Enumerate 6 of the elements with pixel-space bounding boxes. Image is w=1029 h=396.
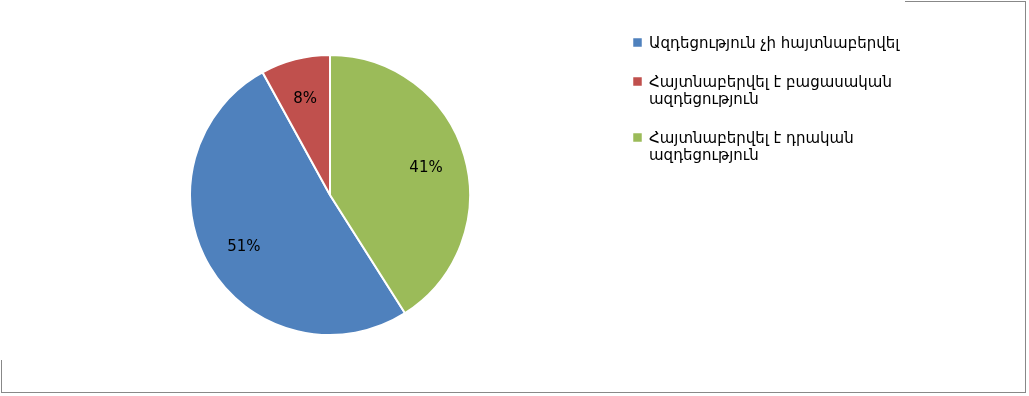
legend-label: Հայտնաբերվել է բացասական ազդեցություն bbox=[649, 72, 892, 108]
data-label: 51% bbox=[227, 236, 261, 255]
legend-label: Ազդեցություն չի հայտնաբերվել bbox=[649, 33, 901, 52]
data-label: 41% bbox=[409, 158, 443, 177]
legend-label: Հայտնաբերվել է դրական ազդեցություն bbox=[649, 128, 854, 164]
data-label: 8% bbox=[293, 89, 318, 108]
